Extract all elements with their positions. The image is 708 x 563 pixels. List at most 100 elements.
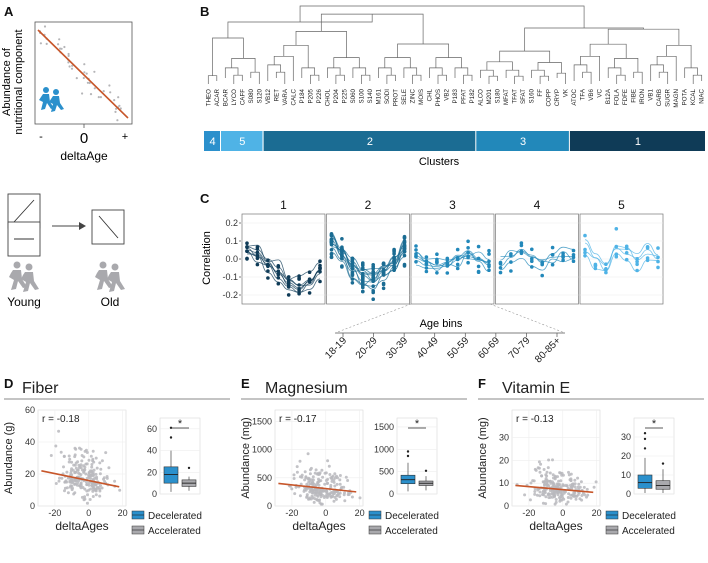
scatter-point [328, 473, 332, 476]
legend-decelerated-label: Decelerated [148, 511, 202, 522]
scatter-xtick-label: -20 [48, 508, 61, 518]
facet-point [656, 265, 660, 270]
scatter-point [95, 466, 99, 470]
scatter-point [554, 500, 558, 504]
scatter-point [100, 486, 104, 490]
scatter-xtick-label: 0 [323, 508, 328, 518]
dendrogram-branch [505, 69, 520, 78]
scatter-point [315, 493, 319, 497]
cluster-segment-3 [476, 131, 569, 151]
panel-d-ylabel: Abundance (g) [3, 422, 15, 494]
facet-point [435, 259, 439, 263]
scatter-point [300, 475, 304, 479]
facet-point [509, 269, 513, 273]
leaf-label: SFAT [520, 89, 527, 104]
dendrogram-branch [463, 74, 473, 84]
panel-c-ylabel: Correlation [201, 231, 213, 285]
scatter-point [107, 466, 111, 470]
dendrogram-branch [524, 27, 644, 52]
leaf-label: ZINC [410, 88, 417, 103]
scatter-point [567, 470, 570, 474]
scatter-point [346, 479, 350, 482]
old-label: Old [101, 295, 120, 309]
panel-e-ylabel: Abundance (mg) [240, 417, 252, 498]
panel-a-point [58, 38, 61, 41]
scatter-point [311, 475, 315, 479]
scatter-point [87, 474, 91, 478]
facet-point [466, 239, 470, 244]
facet-point [329, 251, 334, 256]
scatter-point [302, 489, 306, 493]
facet-point [571, 253, 576, 257]
leaf-label: S180 [495, 88, 502, 103]
panel-letter-e: E [241, 376, 250, 391]
panel-b: B THEO ACAR BCAR LYCO CAFF S080 S120 VB12 RET VAR… [200, 4, 706, 168]
panel-e-title: Magnesium [265, 380, 348, 397]
scatter-point [84, 472, 88, 476]
panel-d: D Fiber Abundance (g) -20 0 20 0 20 40 60 r = -0.1… [3, 376, 230, 537]
scatter-point [548, 479, 552, 483]
panel-e-xlabel: deltaAges [292, 519, 345, 533]
panel-a-point [117, 96, 120, 99]
facet-point [624, 257, 629, 262]
scatter-point [338, 482, 342, 486]
scatter-point [94, 488, 98, 491]
facet-point [255, 262, 260, 267]
scatter-point [98, 489, 102, 493]
panel-d-r-label: r = -0.18 [42, 414, 80, 425]
facet-point [266, 258, 270, 263]
scatter-point [331, 494, 335, 498]
facet-point [402, 235, 407, 240]
dendrogram-branch [295, 31, 347, 58]
scatter-point [543, 488, 547, 492]
scatter-point [74, 466, 78, 470]
significance-star: * [652, 418, 657, 430]
panel-a-point [99, 96, 102, 99]
panel-d-title: Fiber [22, 380, 59, 397]
scatter-point [523, 493, 527, 497]
facet-point [266, 276, 270, 280]
scatter-point [85, 480, 88, 484]
facet-point [350, 273, 355, 277]
scatter-point [62, 455, 66, 458]
panel-a: A Abundance of nutritional component - 0… [1, 4, 133, 309]
age-bins-axis: 18-19 20-29 30-39 40-49 50-59 60-69 70-79 80-85… [323, 303, 566, 365]
facet-point [530, 247, 534, 252]
age-bin-label: 60-69 [476, 335, 502, 361]
leaf-label: COPP [546, 89, 553, 107]
leaf-label: VB6 [588, 88, 595, 100]
scatter-point [555, 490, 559, 493]
scatter-point [85, 501, 89, 505]
boxplot-outlier [169, 436, 173, 439]
scatter-point [317, 473, 320, 476]
panel-a-tick-minus: - [39, 131, 43, 143]
scatter-point [528, 498, 532, 502]
scatter-point [87, 458, 91, 462]
facet-point [571, 259, 576, 264]
leaf-label: S080 [248, 88, 255, 103]
panel-c-ytick-label: 0.2 [225, 218, 238, 228]
scatter-point [567, 473, 571, 477]
facet-point [593, 263, 598, 268]
panel-a-tick-plus: + [122, 131, 128, 143]
facet-point [402, 253, 407, 258]
scatter-point [83, 465, 87, 469]
scatter-point [89, 473, 93, 477]
scatter-point [572, 494, 576, 498]
boxplot-ytick-label: 1000 [374, 444, 394, 454]
scatter-point [91, 449, 95, 453]
scatter-point [332, 480, 336, 484]
facet-point [645, 245, 650, 249]
scatter-point [80, 495, 84, 499]
dendrogram-branch [633, 71, 643, 84]
facet-point [550, 262, 555, 267]
scatter-point [330, 477, 334, 481]
dendrogram-branch [397, 43, 449, 58]
panel-a-point [60, 47, 63, 50]
scatter-point [100, 459, 104, 463]
leaf-label: FIBE [631, 89, 638, 103]
dendrogram-branch [658, 71, 669, 84]
trend-line [278, 482, 357, 493]
leaf-label: PROT [392, 89, 399, 106]
panel-c-ytick-label: -0.1 [222, 272, 238, 282]
